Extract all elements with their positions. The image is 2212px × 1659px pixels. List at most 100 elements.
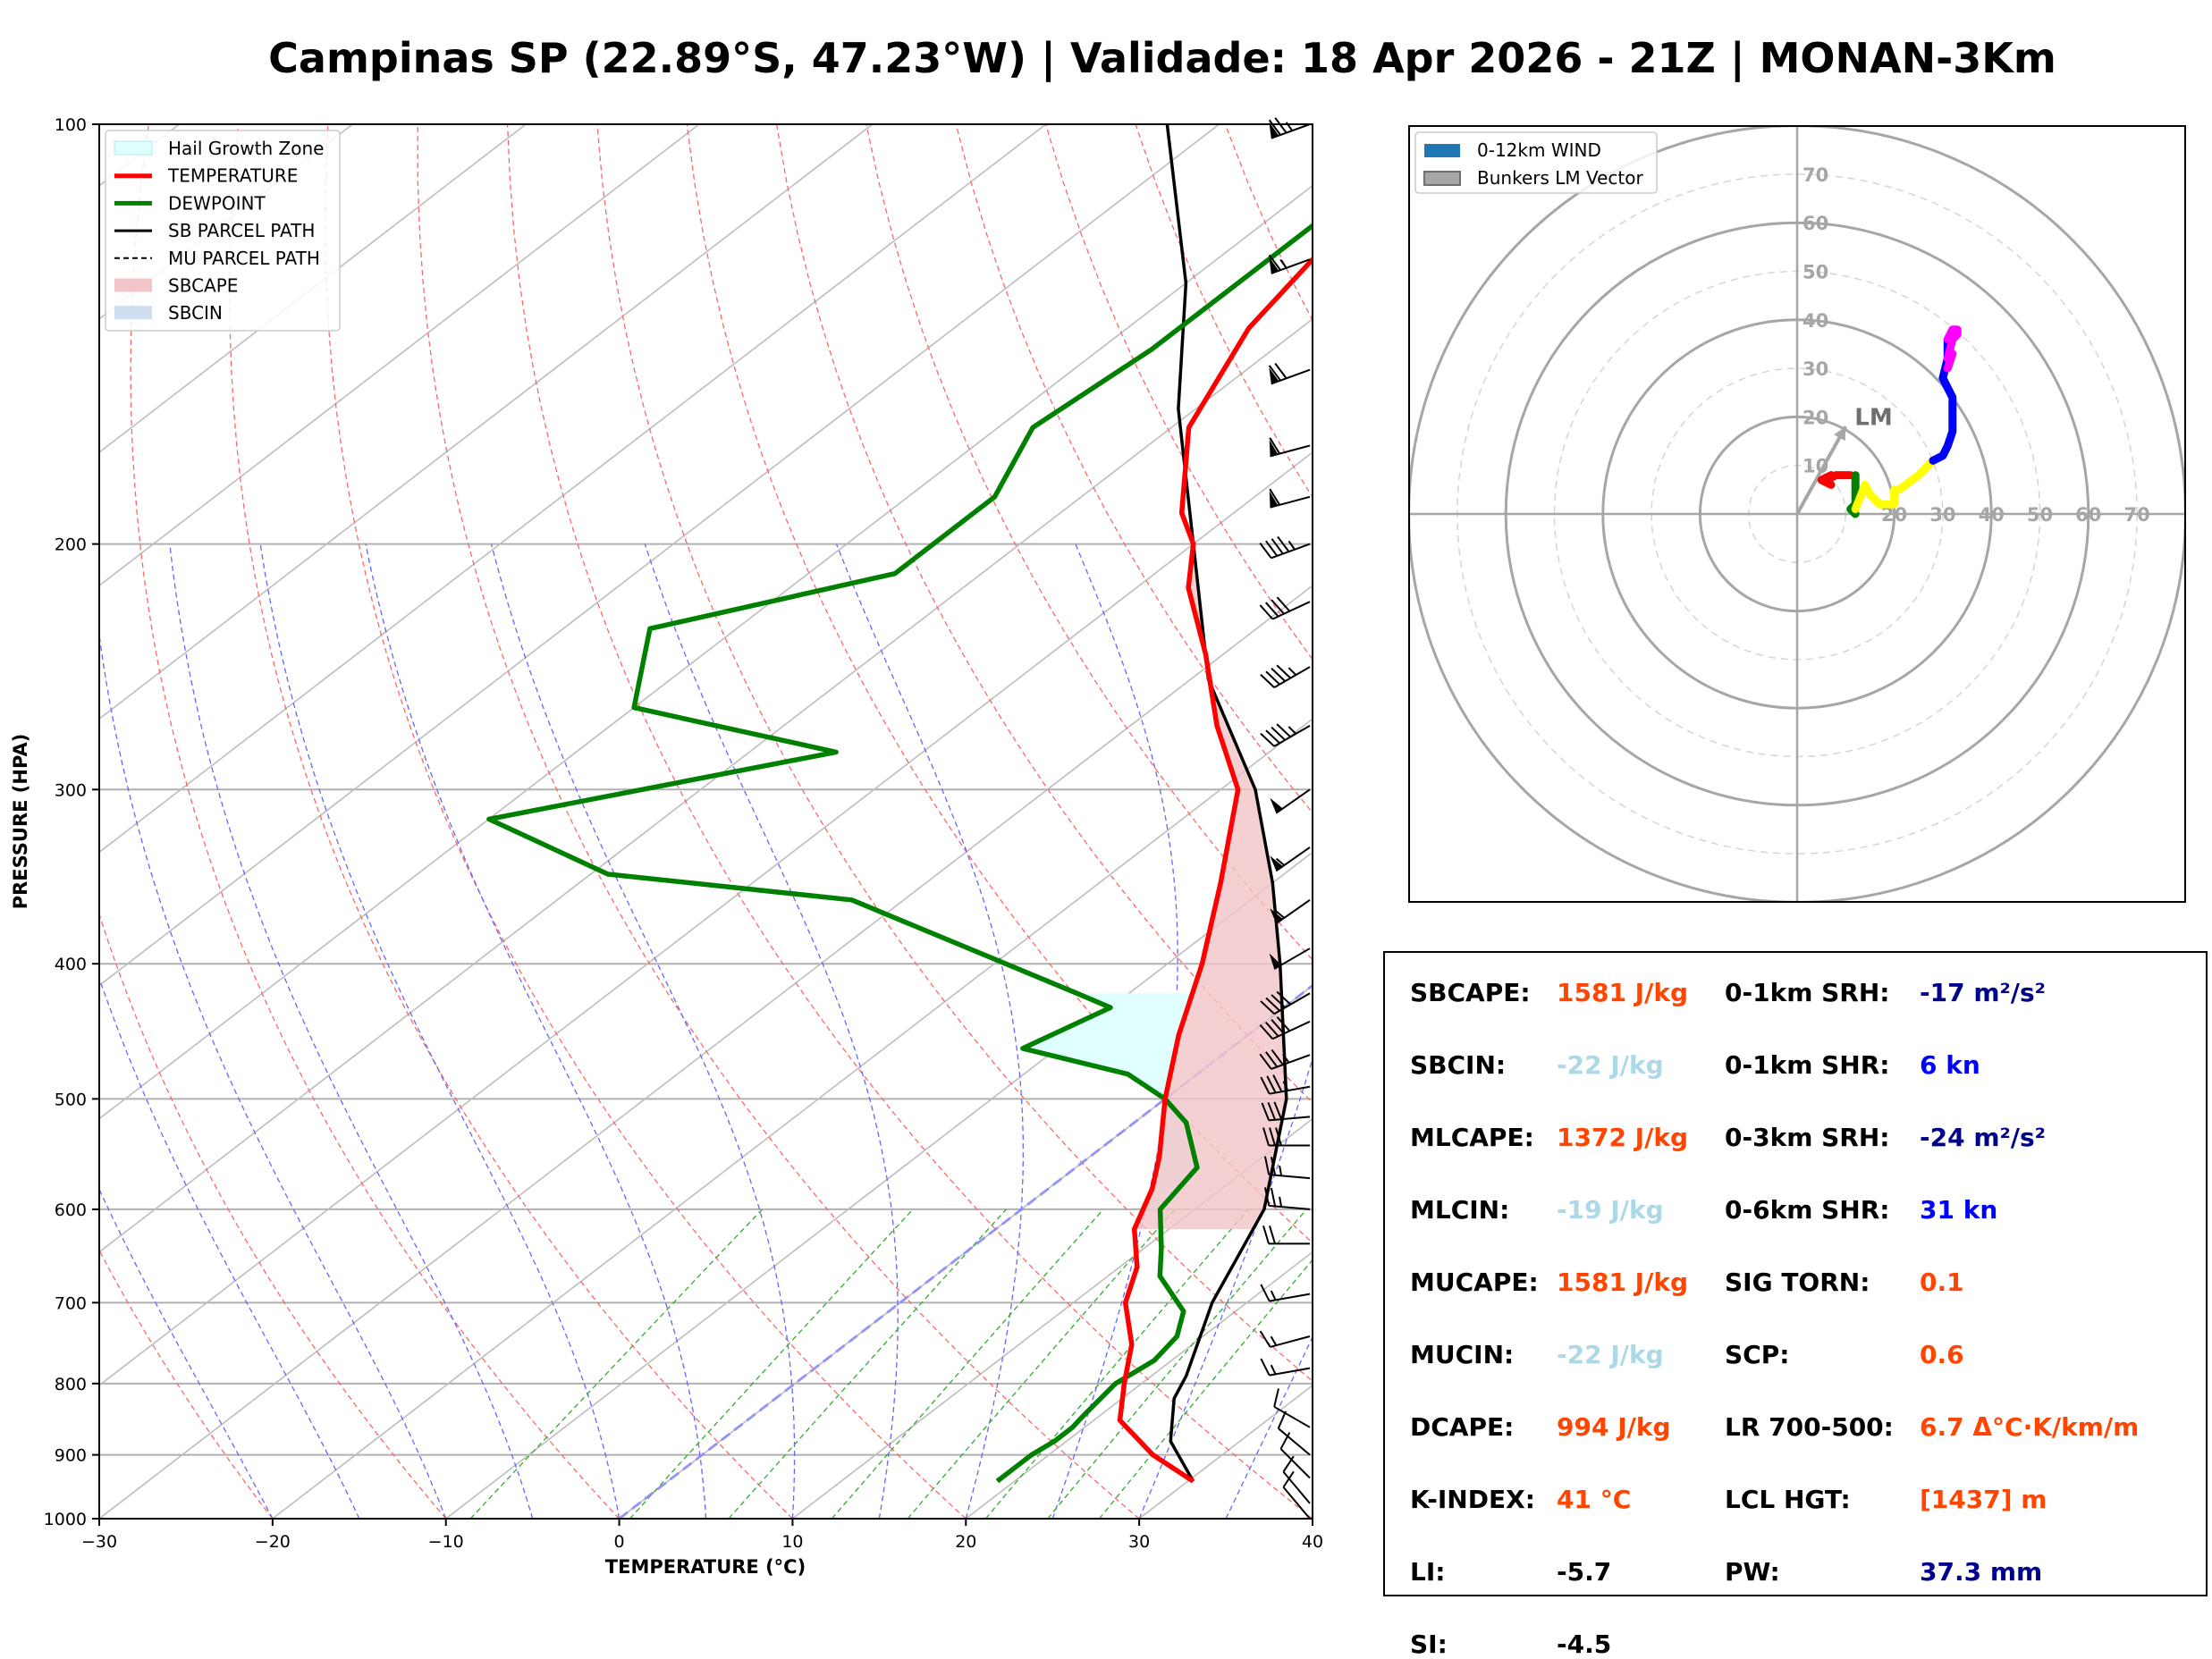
- wind-barb-flag: [1269, 439, 1279, 457]
- param-value: [1437] m: [1920, 1485, 2047, 1514]
- wind-barb-full: [1275, 1127, 1282, 1146]
- wind-barb-flag: [1270, 855, 1283, 872]
- legend-label: SBCIN: [168, 302, 223, 324]
- y-axis-label: PRESSURE (HPA): [10, 734, 31, 910]
- moist-adiabat-line: [99, 976, 360, 1519]
- mixing-ratio-line: [1047, 1208, 1307, 1519]
- y-tick-label: 900: [55, 1446, 87, 1466]
- isotherm-line: [99, 124, 1047, 854]
- wind-barb-staff: [1271, 543, 1311, 560]
- wind-barb-full: [1272, 1074, 1283, 1092]
- wind-barb-staff: [1271, 601, 1311, 620]
- bunkers-lm-vector: [1795, 425, 1848, 515]
- param-label: 0-1km SRH:: [1725, 978, 1890, 1007]
- moist-adiabat-line: [99, 1188, 274, 1519]
- wind-barb-full: [1273, 1388, 1279, 1408]
- wind-barb-full: [1274, 362, 1288, 379]
- wind-barb-flag: [1269, 122, 1279, 139]
- param-value: 0.1: [1920, 1267, 1964, 1297]
- param-label: LCL HGT:: [1725, 1485, 1851, 1514]
- hodograph-legend-swatch: [1424, 144, 1460, 157]
- legend-label: Hail Growth Zone: [168, 138, 324, 159]
- wind-barb: [1268, 362, 1311, 385]
- wind-barb-full: [1260, 674, 1275, 688]
- wind-barb-staff: [1278, 1427, 1311, 1456]
- isotherm-line: [99, 184, 1313, 1120]
- wind-barb: [1259, 1048, 1311, 1070]
- sb-parcel-path-line: [1165, 124, 1288, 1482]
- wind-barb-half: [1288, 540, 1296, 551]
- wind-barb: [1269, 947, 1311, 970]
- wind-barb-full: [1276, 723, 1292, 738]
- wind-barb-staff: [1271, 258, 1311, 274]
- wind-barb-staff: [1269, 1174, 1311, 1180]
- hodograph-ring-label: 40: [1979, 504, 2005, 526]
- wind-barb-full: [1271, 1048, 1284, 1065]
- param-value: 1372 J/kg: [1557, 1123, 1688, 1152]
- param-value: 1581 J/kg: [1557, 978, 1688, 1007]
- param-value: 41 °C: [1557, 1485, 1632, 1514]
- wind-barb-staff: [1269, 1085, 1311, 1095]
- wind-barb: [1270, 899, 1311, 925]
- dry-adiabat-line: [99, 912, 447, 1519]
- wind-barb: [1260, 990, 1311, 1015]
- param-label: MLCAPE:: [1410, 1123, 1534, 1152]
- param-label: PW:: [1725, 1557, 1780, 1587]
- param-value: -19 J/kg: [1557, 1195, 1664, 1225]
- wind-barb-full: [1260, 1000, 1275, 1015]
- x-axis-label: TEMPERATURE (°C): [605, 1556, 806, 1578]
- wind-barb-full: [1270, 1187, 1277, 1207]
- wind-barb: [1260, 1074, 1311, 1095]
- wind-barb-full: [1260, 732, 1275, 747]
- param-label: LI:: [1410, 1557, 1446, 1587]
- param-value: -22 J/kg: [1557, 1050, 1664, 1080]
- skewt-frame: [98, 123, 1313, 1520]
- wind-barb: [1259, 1016, 1311, 1040]
- wind-barb-half: [1288, 667, 1297, 676]
- moist-adiabat-line: [490, 543, 796, 1519]
- hodograph-frame: [1408, 125, 2186, 903]
- wind-barb-full: [1265, 602, 1279, 618]
- y-tick-label: 100: [55, 115, 87, 135]
- hodograph-ring-label: 70: [1803, 164, 1828, 186]
- wind-barb-full: [1263, 1156, 1271, 1175]
- mixing-ratio-line: [469, 1208, 763, 1519]
- dry-adiabat-line: [596, 124, 1313, 1383]
- wind-barb-full: [1265, 1051, 1279, 1068]
- moist-adiabat-line: [99, 630, 447, 1519]
- hodograph-legend-swatch: [1423, 171, 1461, 186]
- wind-barb-full: [1260, 1076, 1271, 1095]
- wind-barb-full: [1271, 994, 1286, 1008]
- parameters-panel: SBCAPE: 1581 J/kg SBCIN: -22 J/kg MLCAPE: 137…: [1383, 951, 2208, 1659]
- param-value: -4.5: [1557, 1630, 1612, 1659]
- param-value: 994 J/kg: [1557, 1412, 1671, 1442]
- x-tick-label: 20: [955, 1532, 976, 1552]
- wind-barb-staff: [1273, 1405, 1311, 1428]
- mixing-ratio-line: [1098, 1259, 1313, 1519]
- param-label: SBCAPE:: [1410, 978, 1531, 1007]
- wind-barb-full: [1265, 670, 1280, 686]
- wind-barb-full: [1270, 1157, 1277, 1175]
- y-tick-label: 800: [55, 1375, 87, 1394]
- wind-barb-staff: [1270, 495, 1311, 509]
- legend-box: [105, 130, 341, 332]
- wind-barb-full: [1282, 1455, 1295, 1473]
- wind-barb-full: [1276, 664, 1292, 679]
- wind-barb-half: [1270, 1335, 1278, 1346]
- wind-barb: [1263, 1156, 1311, 1180]
- mixing-ratio-line: [629, 1208, 914, 1519]
- wind-barb-full: [1265, 540, 1279, 557]
- param-label: DCAPE:: [1410, 1412, 1515, 1442]
- sbcape-area: [1134, 543, 1287, 1230]
- isotherm-line: [99, 124, 527, 454]
- isotherm-line: [619, 984, 1313, 1519]
- wind-barb-full: [1268, 254, 1281, 271]
- hodograph-ring-label: 50: [2027, 504, 2053, 526]
- wind-barb-flag: [1270, 797, 1283, 813]
- wind-barb-staff: [1270, 1335, 1311, 1348]
- param-label: 0-1km SHR:: [1725, 1050, 1890, 1080]
- bunkers-lm-arrowhead: [1834, 426, 1846, 442]
- hodograph-ring-label: 30: [1929, 504, 1955, 526]
- y-tick-label: 300: [55, 780, 87, 800]
